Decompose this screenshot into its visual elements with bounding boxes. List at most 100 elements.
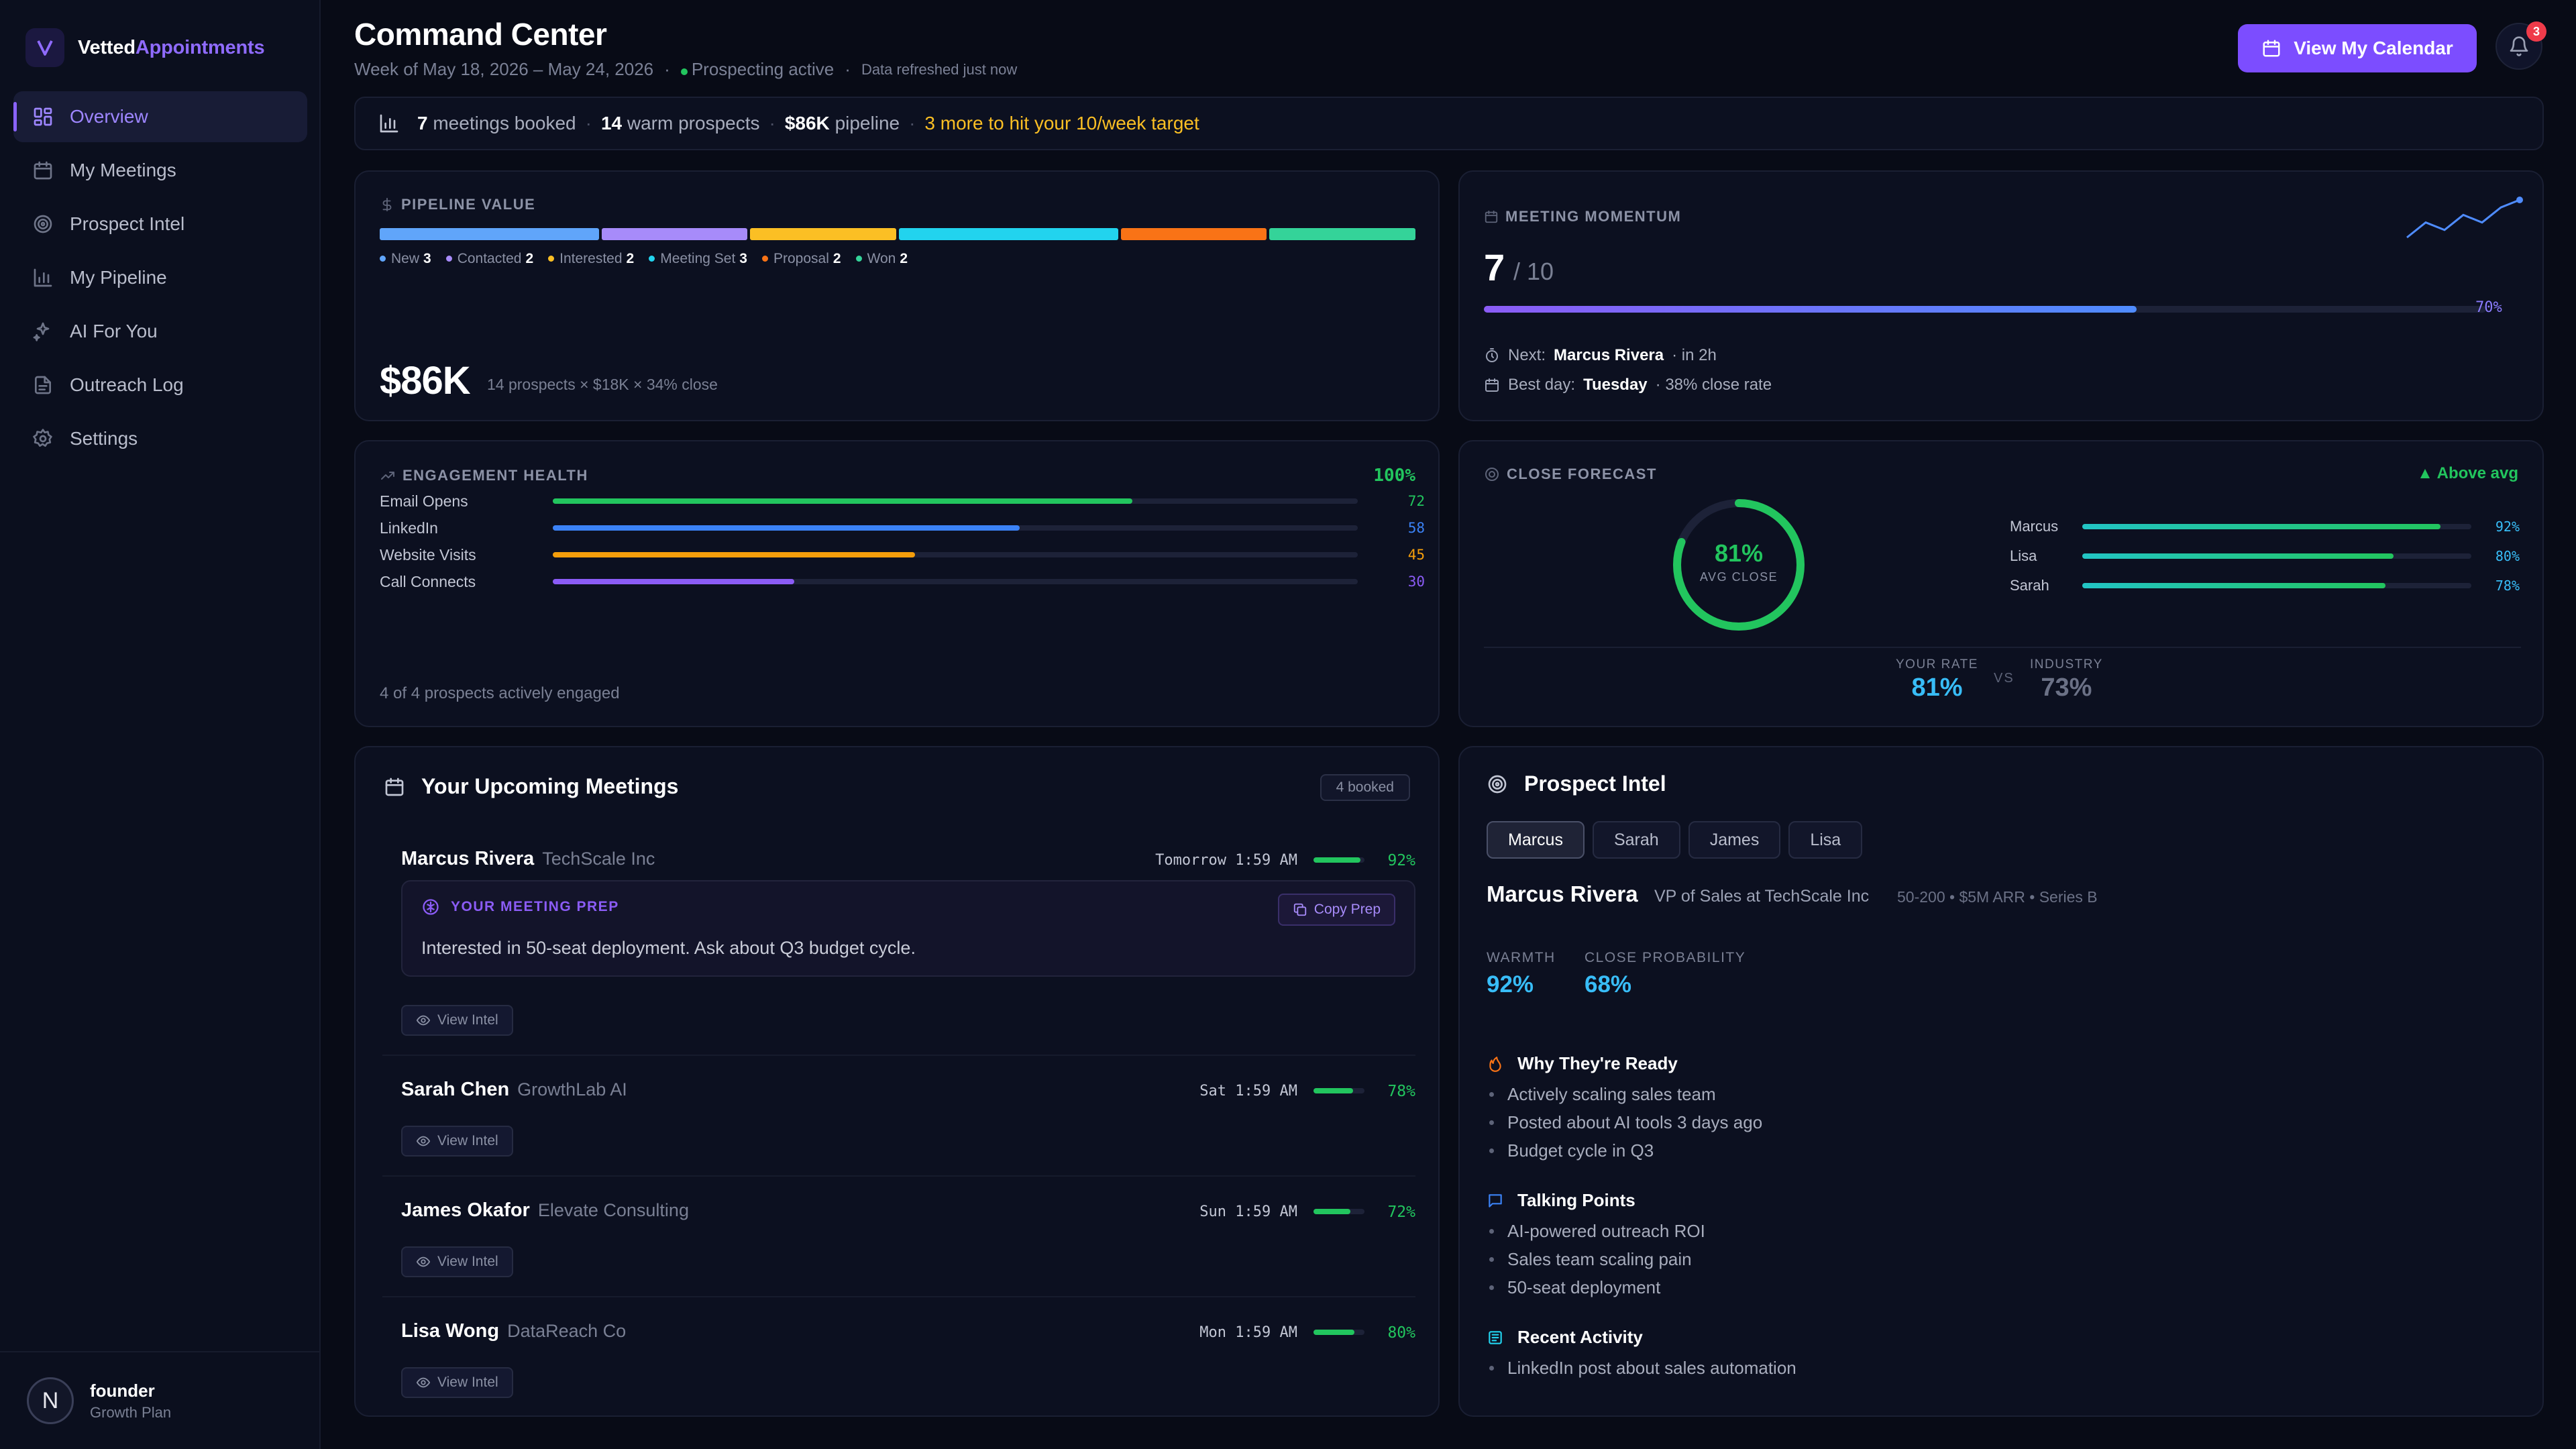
user-name: founder [90, 1380, 155, 1401]
view-calendar-button[interactable]: View My Calendar [2238, 24, 2477, 72]
nav-label: AI For You [70, 321, 158, 341]
above-average-badge: ▲ Above avg [2417, 464, 2518, 482]
nav-item-settings[interactable]: Settings [13, 413, 307, 464]
bar-chart-icon [380, 114, 398, 133]
newspaper-icon [1489, 1330, 1502, 1344]
message-icon [1489, 1193, 1502, 1208]
meeting-score-fill [1313, 1209, 1350, 1214]
pipeline-legend-item: Contacted 2 [445, 251, 533, 267]
avg-close-label: AVG CLOSE [1699, 570, 1778, 584]
pipeline-value-card: PIPELINE VALUE New 3 Contacted 2 Interested 2… [354, 170, 1440, 421]
engagement-footer: 4 of 4 prospects actively engaged [380, 684, 620, 702]
rep-value: 92% [2495, 519, 2520, 535]
engagement-fill [553, 498, 1132, 504]
meeting-name: James Okafor Elevate Consulting [401, 1199, 689, 1221]
nav-label: Prospect Intel [70, 213, 185, 234]
rep-value: 80% [2495, 548, 2520, 564]
flame-icon [1489, 1056, 1501, 1072]
engagement-total: 100% [1373, 466, 1415, 486]
nav-item-my-pipeline[interactable]: My Pipeline [13, 252, 307, 303]
eye-icon [416, 1377, 431, 1388]
week-range: Week of May 18, 2026 – May 24, 2026 [354, 59, 654, 79]
meeting-time: Sun 1:59 AM [1199, 1203, 1297, 1220]
pipeline-total: $86K [380, 359, 471, 402]
engagement-value: 58 [1407, 520, 1425, 536]
tab-marcus[interactable]: Marcus [1487, 821, 1585, 859]
view-intel-button[interactable]: View Intel [401, 1126, 513, 1157]
rep-row: Lisa 80% [2010, 546, 2520, 566]
momentum-value: 7 [1484, 246, 1505, 288]
trend-up-icon [381, 472, 394, 480]
meeting-divider [382, 1175, 1415, 1177]
nav-item-outreach-log[interactable]: Outreach Log [13, 360, 307, 411]
why-ready-heading: Why They're Ready [1487, 1053, 1678, 1074]
engagement-fill [553, 525, 1020, 531]
grid-icon [34, 107, 52, 126]
target-icon [1485, 468, 1499, 481]
pipeline-segment [750, 228, 897, 240]
engagement-label: ENGAGEMENT HEALTH [380, 467, 588, 484]
pipeline-segment [1269, 228, 1416, 240]
pipeline-legend-item: Meeting Set 3 [649, 251, 747, 267]
close-probability-stat: CLOSE PROBABILITY 68% [1585, 950, 1746, 998]
copy-prep-button[interactable]: Copy Prep [1277, 894, 1395, 926]
momentum-sparkline [2406, 197, 2523, 239]
bar-chart-icon [34, 268, 52, 287]
list-item: Budget cycle in Q3 [1489, 1136, 1762, 1165]
view-intel-button[interactable]: View Intel [401, 1005, 513, 1036]
pipeline-formula: 14 prospects × $18K × 34% close [487, 376, 718, 393]
prospect-intel-card: Prospect Intel Marcus Sarah James Lisa M… [1458, 746, 2544, 1417]
eye-icon [416, 1136, 431, 1146]
target-icon [1488, 775, 1507, 793]
rep-name: Lisa [2010, 547, 2037, 564]
user-profile[interactable]: N founder Growth Plan [0, 1351, 319, 1449]
engagement-value: 72 [1407, 493, 1425, 509]
view-intel-button[interactable]: View Intel [401, 1246, 513, 1277]
prospect-intel-title: Prospect Intel [1487, 771, 1666, 796]
nav-item-prospect-intel[interactable]: Prospect Intel [13, 199, 307, 250]
engagement-track [553, 552, 1358, 557]
pipeline-stage-bar [380, 228, 1416, 240]
avg-close-ring [1673, 499, 1805, 631]
nav-label: My Pipeline [70, 267, 167, 288]
meeting-score-bar [1313, 857, 1364, 863]
brand-logo[interactable]: VettedAppointments [25, 28, 265, 67]
prospect-tabs: Marcus Sarah James Lisa [1487, 821, 1863, 859]
rep-row: Sarah 78% [2010, 576, 2520, 596]
rep-fill [2082, 583, 2386, 588]
meeting-momentum-card: MEETING MOMENTUM 7 / 10 70% Next: Marcus … [1458, 170, 2544, 421]
meeting-score: 80% [1387, 1324, 1415, 1342]
pipeline-segment [1120, 228, 1267, 240]
vs-label: VS [1994, 671, 2015, 686]
meeting-score-bar [1313, 1088, 1364, 1093]
nav-item-overview[interactable]: Overview [13, 91, 307, 142]
nav-item-ai-for-you[interactable]: AI For You [13, 306, 307, 357]
view-intel-button[interactable]: View Intel [401, 1367, 513, 1398]
eye-icon [416, 1015, 431, 1026]
pipeline-segment [601, 228, 748, 240]
meetings-count-badge: 4 booked [1320, 774, 1410, 801]
sparkline-end-point [2516, 197, 2523, 203]
summary-meetings: 7 meetings booked [417, 113, 576, 133]
view-calendar-label: View My Calendar [2294, 38, 2453, 58]
user-plan: Growth Plan [90, 1403, 172, 1421]
meetings-title: Your Upcoming Meetings [384, 774, 678, 799]
calendar-icon [34, 161, 52, 180]
tab-sarah[interactable]: Sarah [1592, 821, 1680, 859]
nav-label: Overview [70, 106, 148, 127]
nav-item-my-meetings[interactable]: My Meetings [13, 145, 307, 196]
rep-fill [2082, 553, 2394, 559]
tab-lisa[interactable]: Lisa [1788, 821, 1863, 859]
engagement-row: Call Connects 30 [380, 572, 1425, 592]
page-title: Command Center [354, 17, 607, 52]
talking-points-list: AI-powered outreach ROI Sales team scali… [1489, 1217, 1705, 1301]
clock-icon [1486, 348, 1498, 362]
prospect-role: VP of Sales at TechScale Inc [1654, 887, 1870, 906]
tab-james[interactable]: James [1688, 821, 1781, 859]
meeting-score-fill [1313, 1088, 1354, 1093]
nav-label: My Meetings [70, 160, 176, 180]
talking-points-heading: Talking Points [1487, 1190, 1635, 1211]
next-meeting-info: Next: Marcus Rivera · in 2h [1484, 346, 1717, 365]
meeting-prep-text: Interested in 50-seat deployment. Ask ab… [421, 938, 916, 958]
prospect-name: Marcus Rivera [1487, 881, 1638, 906]
